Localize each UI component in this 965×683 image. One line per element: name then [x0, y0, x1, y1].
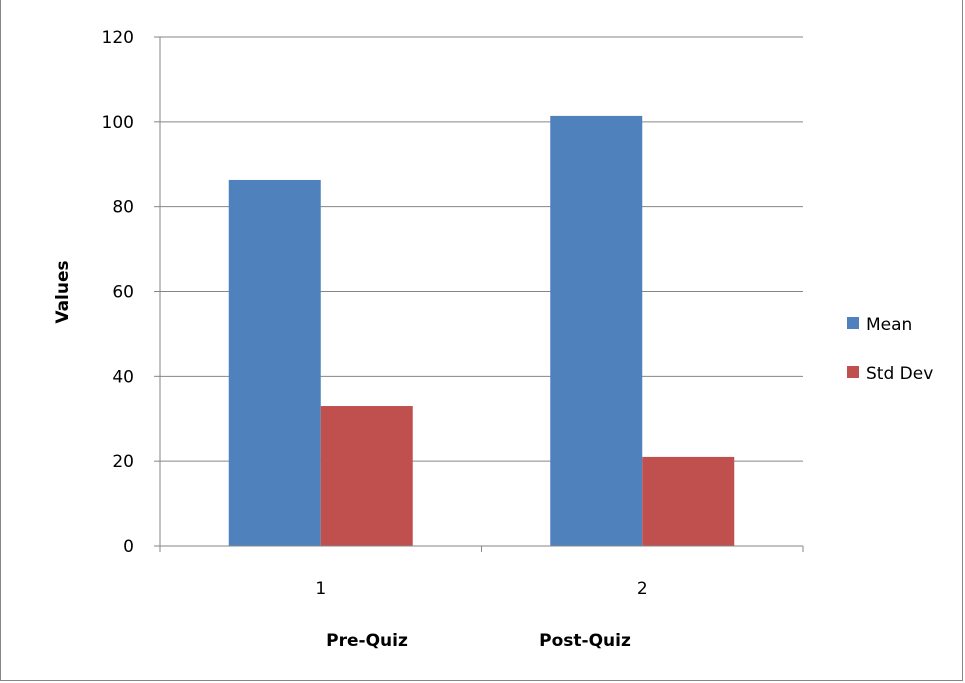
- bar-std-dev-1: [320, 406, 413, 546]
- x-tick-label: 1: [315, 579, 326, 599]
- bars: [228, 115, 735, 547]
- x-tick-label: 2: [637, 579, 648, 599]
- y-tick-label: 0: [123, 537, 134, 557]
- category-caption: Pre-Quiz: [326, 631, 408, 651]
- bar-mean-2: [550, 115, 643, 547]
- bar-std-dev-2: [642, 456, 735, 546]
- legend-swatch-mean: [847, 317, 859, 329]
- y-tick-label: 60: [112, 283, 134, 303]
- y-tick-label: 40: [112, 367, 134, 387]
- bar-mean-1: [228, 179, 321, 547]
- y-tick-label: 80: [112, 198, 134, 218]
- category-caption: Post-Quiz: [539, 631, 631, 651]
- y-tick-label: 100: [102, 113, 134, 133]
- axes: [154, 36, 804, 552]
- y-tick-labels: 0 20 40 60 80 100 120: [102, 28, 134, 557]
- y-tick-label: 120: [102, 28, 134, 48]
- y-tick-label: 20: [112, 452, 134, 472]
- legend-label: Mean: [866, 315, 912, 335]
- legend-swatch-std-dev: [847, 366, 859, 378]
- category-captions: Pre-Quiz Post-Quiz: [326, 631, 631, 651]
- y-axis-title: Values: [53, 260, 73, 323]
- legend: Mean Std Dev: [847, 315, 933, 384]
- legend-label: Std Dev: [866, 364, 933, 384]
